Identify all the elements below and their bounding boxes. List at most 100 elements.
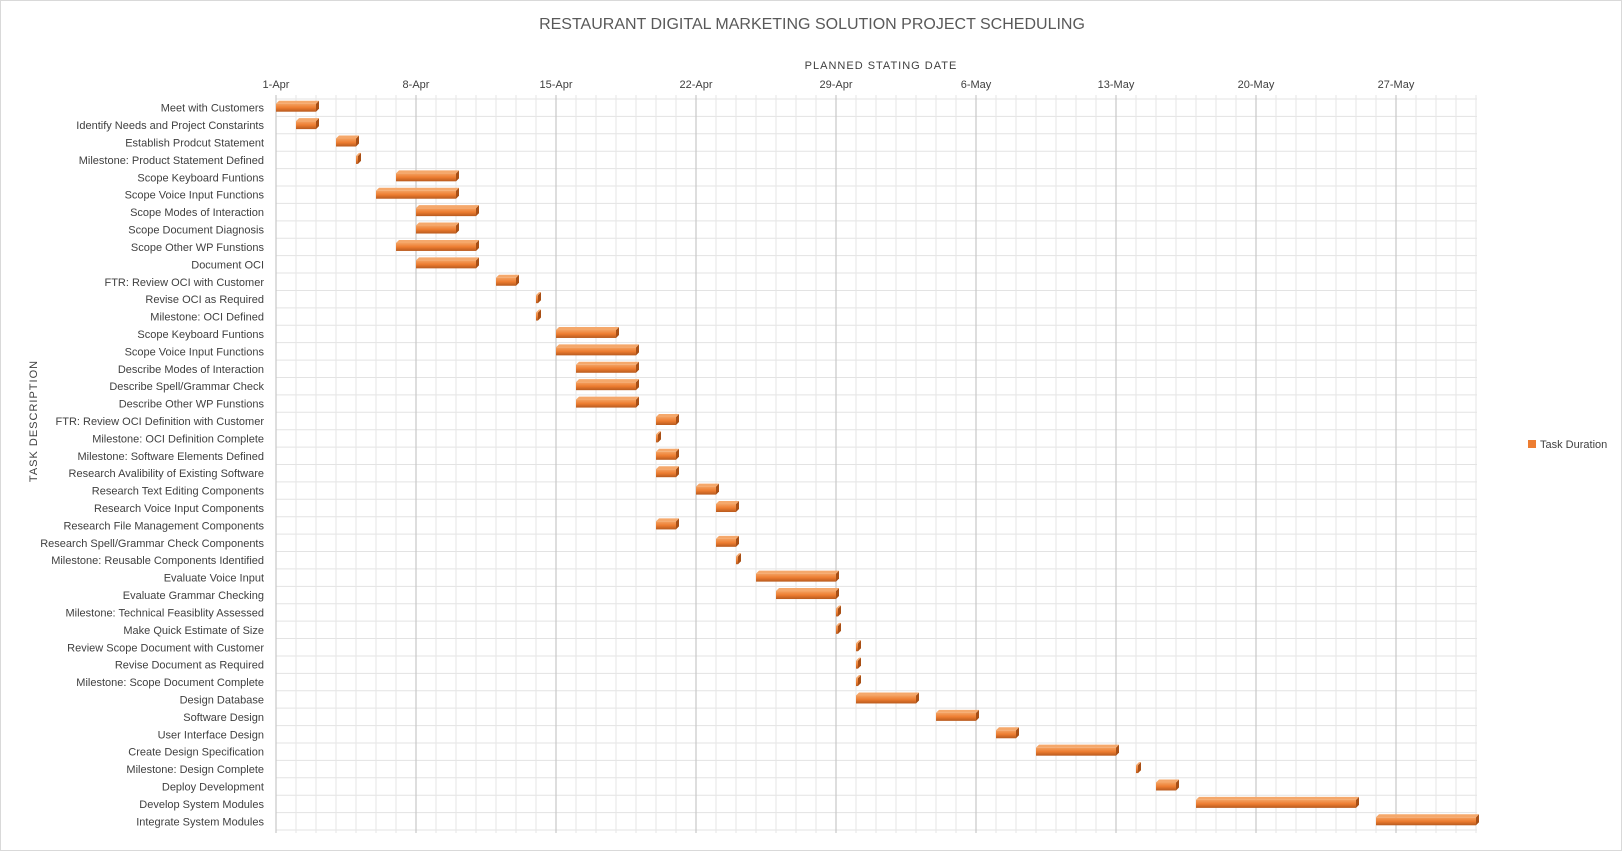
task-bar-face (576, 364, 636, 373)
task-bar-top (736, 553, 741, 557)
task-bar (356, 152, 361, 164)
task-bar-side (538, 292, 541, 304)
task-bar-face (1156, 782, 1176, 791)
task-bar-top (656, 518, 679, 522)
task-bar (856, 657, 861, 669)
task-bar-top (856, 657, 861, 661)
task-bar-face (756, 573, 836, 582)
task-bar-top (396, 170, 459, 174)
task-bar-side (858, 675, 861, 687)
task-bar-top (416, 222, 459, 226)
task-bar-side (916, 692, 919, 704)
task-bar-side (676, 448, 679, 460)
task-bar-top (836, 605, 841, 609)
task-bar-top (356, 152, 361, 156)
task-bar-side (716, 483, 719, 495)
task-bar (416, 205, 479, 217)
task-bar-face (276, 103, 316, 112)
task-label: Establish Prodcut Statement (125, 138, 264, 150)
task-bar-face (716, 504, 736, 513)
task-bar (836, 605, 841, 617)
task-label: Scope Document Diagnosis (128, 225, 264, 237)
task-label: Research Spell/Grammar Check Components (40, 538, 264, 550)
task-bar-face (776, 591, 836, 600)
task-bar (576, 396, 639, 408)
task-bar (276, 100, 319, 112)
task-label: Identify Needs and Project Constarints (76, 120, 264, 132)
task-bar-face (856, 643, 858, 652)
task-bar-top (856, 640, 861, 644)
task-bar-top (336, 135, 359, 139)
task-bar-side (838, 622, 841, 634)
task-label: Research File Management Components (63, 520, 264, 532)
task-label: Meet with Customers (161, 103, 265, 115)
task-bar (576, 379, 639, 391)
task-bar-side (1356, 796, 1359, 808)
y-axis-categories: Meet with Customers Identify Needs and Pr… (40, 103, 264, 829)
x-tick-label: 8-Apr (403, 79, 430, 91)
task-label: FTR: Review OCI Definition with Customer (56, 416, 265, 428)
task-bar-top (576, 396, 639, 400)
task-bar (996, 727, 1019, 739)
task-bar-side (858, 657, 861, 669)
task-bar-side (316, 118, 319, 130)
task-bar (936, 709, 979, 721)
task-bar-top (416, 257, 479, 261)
task-bar (556, 344, 639, 356)
task-label: Revise Document as Required (115, 660, 264, 672)
task-bar-side (658, 431, 661, 443)
task-bar-side (836, 588, 839, 600)
task-bar-side (858, 640, 861, 652)
x-tick-label: 15-Apr (539, 79, 572, 91)
x-tick-label: 6-May (961, 79, 992, 91)
task-label: Describe Other WP Funstions (119, 399, 265, 411)
x-axis-ticks: 1-Apr 8-Apr 15-Apr 22-Apr 29-Apr 6-May 13-May 2… (263, 79, 1415, 91)
task-bar-top (656, 466, 679, 470)
task-bar (656, 413, 679, 425)
task-bar (756, 570, 839, 582)
task-bar-side (836, 570, 839, 582)
task-bar-face (836, 625, 838, 634)
task-bar-side (456, 187, 459, 199)
task-bar-face (576, 399, 636, 408)
task-bar-face (296, 121, 316, 130)
task-bar (1196, 796, 1359, 808)
task-bar-face (856, 678, 858, 687)
task-bar-face (416, 225, 456, 234)
task-bar-side (736, 535, 739, 547)
x-tick-label: 20-May (1238, 79, 1275, 91)
task-bar-top (1156, 779, 1179, 783)
task-bar-face (656, 434, 658, 443)
task-bar-top (656, 431, 661, 435)
task-bar-face (496, 277, 516, 286)
task-bar-face (1376, 817, 1476, 826)
task-bar-face (1196, 799, 1356, 808)
task-bar-side (476, 239, 479, 251)
task-bar-face (536, 312, 538, 321)
x-tick-label: 22-Apr (679, 79, 712, 91)
task-bar (576, 361, 639, 373)
task-bar-top (1036, 744, 1119, 748)
task-bar (556, 326, 619, 338)
task-bar (416, 257, 479, 269)
task-bar-side (358, 152, 361, 164)
task-bars (276, 100, 1479, 826)
task-label: Research Voice Input Components (94, 503, 264, 515)
task-bar (776, 588, 839, 600)
task-bar-top (656, 413, 679, 417)
task-bar-top (396, 239, 479, 243)
task-label: Milestone: Software Elements Defined (78, 451, 264, 463)
task-bar-side (1116, 744, 1119, 756)
task-bar-top (696, 483, 719, 487)
task-label: Research Text Editing Components (92, 486, 265, 498)
task-bar-top (376, 187, 459, 191)
task-bar-side (1016, 727, 1019, 739)
task-bar-face (356, 155, 358, 164)
task-label: Milestone: OCI Defined (150, 312, 264, 324)
task-bar (656, 431, 661, 443)
task-bar-side (676, 466, 679, 478)
task-label: Make Quick Estimate of Size (123, 625, 264, 637)
task-bar (656, 466, 679, 478)
